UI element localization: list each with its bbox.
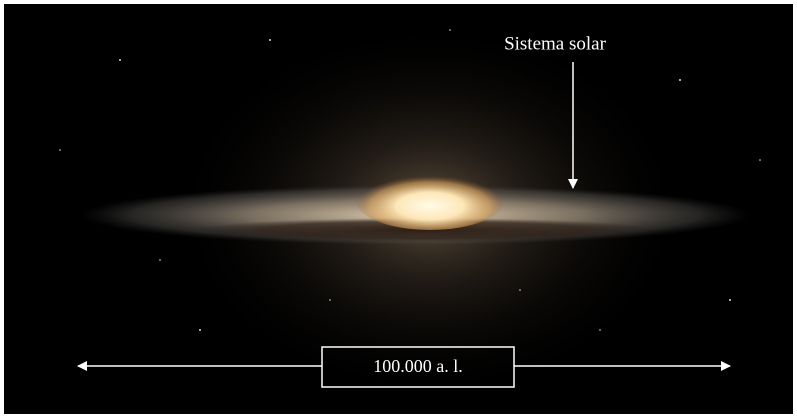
bulge bbox=[355, 170, 505, 230]
scale-label: 100.000 a. l. bbox=[373, 356, 463, 376]
solar-system-label: Sistema solar bbox=[504, 33, 607, 54]
page: Sistema solar 100.000 a. l. (() => { con… bbox=[0, 0, 797, 418]
galaxy-illustration: Sistema solar 100.000 a. l. bbox=[0, 0, 797, 418]
